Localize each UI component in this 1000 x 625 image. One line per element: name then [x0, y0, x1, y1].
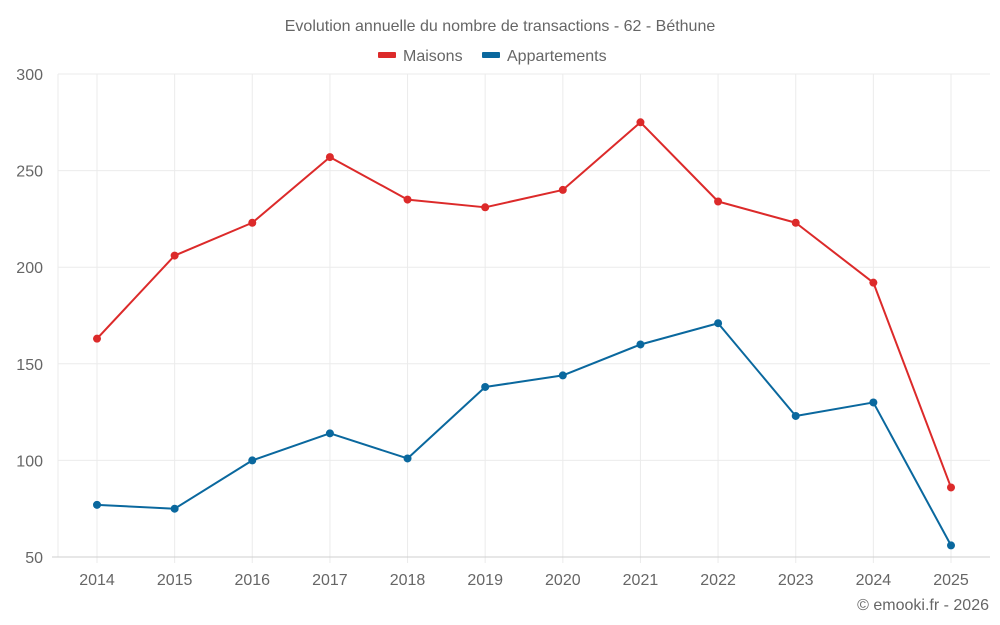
data-point-appartements[interactable]: [714, 319, 723, 328]
data-point-appartements[interactable]: [325, 429, 334, 438]
y-tick-label: 50: [25, 550, 43, 567]
x-tick-label: 2018: [390, 572, 426, 589]
series-line-appartements: [96, 322, 952, 546]
x-tick-label: 2025: [933, 572, 969, 589]
data-point-maisons[interactable]: [403, 195, 412, 204]
x-tick-label: 2015: [157, 572, 193, 589]
x-tick-label: 2021: [623, 572, 659, 589]
data-point-appartements[interactable]: [636, 340, 645, 349]
legend-item-appartements[interactable]: Appartements: [482, 48, 607, 65]
x-tick-label: 2024: [856, 572, 892, 589]
data-point-maisons[interactable]: [93, 334, 101, 343]
data-point-maisons[interactable]: [791, 218, 800, 227]
series-maisons: [93, 118, 955, 492]
data-point-maisons[interactable]: [325, 153, 334, 162]
series-line-maisons: [96, 121, 952, 488]
x-tick-label: 2020: [545, 572, 581, 589]
series-group: [93, 118, 955, 550]
data-point-maisons[interactable]: [170, 251, 179, 260]
grid: [52, 73, 990, 563]
credit-text: © emooki.fr - 2026: [857, 597, 989, 614]
chart-title: Evolution annuelle du nombre de transact…: [285, 18, 716, 35]
y-axis: 50 100 150 200 250 300: [16, 67, 43, 567]
legend-swatch-maisons: [378, 52, 396, 58]
legend-label-maisons: Maisons: [403, 48, 463, 65]
data-point-appartements[interactable]: [170, 504, 179, 513]
data-point-maisons[interactable]: [481, 203, 490, 212]
legend-swatch-appartements: [482, 52, 500, 58]
series-appartements: [93, 319, 955, 550]
data-point-maisons[interactable]: [947, 483, 955, 492]
data-point-maisons[interactable]: [869, 278, 878, 287]
data-point-appartements[interactable]: [791, 411, 800, 420]
x-tick-label: 2016: [234, 572, 270, 589]
data-point-appartements[interactable]: [947, 541, 955, 550]
data-point-appartements[interactable]: [558, 371, 567, 380]
y-tick-label: 100: [16, 453, 43, 470]
y-tick-label: 200: [16, 260, 43, 277]
y-tick-label: 250: [16, 164, 43, 181]
data-point-maisons[interactable]: [558, 185, 567, 194]
x-tick-label: 2022: [700, 572, 736, 589]
x-tick-label: 2014: [79, 572, 115, 589]
data-point-maisons[interactable]: [636, 118, 645, 127]
x-axis: 2014 2015 2016 2017 2018 2019 2020 2021 2022 2023…: [79, 572, 969, 589]
data-point-maisons[interactable]: [714, 197, 723, 206]
y-tick-label: 150: [16, 357, 43, 374]
data-point-appartements[interactable]: [403, 454, 412, 463]
data-point-appartements[interactable]: [248, 456, 257, 465]
data-point-appartements[interactable]: [869, 398, 878, 407]
x-tick-label: 2023: [778, 572, 814, 589]
y-tick-label: 300: [16, 67, 43, 84]
data-point-maisons[interactable]: [248, 218, 257, 227]
data-point-appartements[interactable]: [481, 382, 490, 391]
x-tick-label: 2017: [312, 572, 348, 589]
data-point-appartements[interactable]: [93, 500, 101, 509]
legend-item-maisons[interactable]: Maisons: [378, 48, 463, 65]
x-tick-label: 2019: [467, 572, 503, 589]
legend: Maisons Appartements: [378, 48, 607, 65]
legend-label-appartements: Appartements: [507, 48, 607, 65]
